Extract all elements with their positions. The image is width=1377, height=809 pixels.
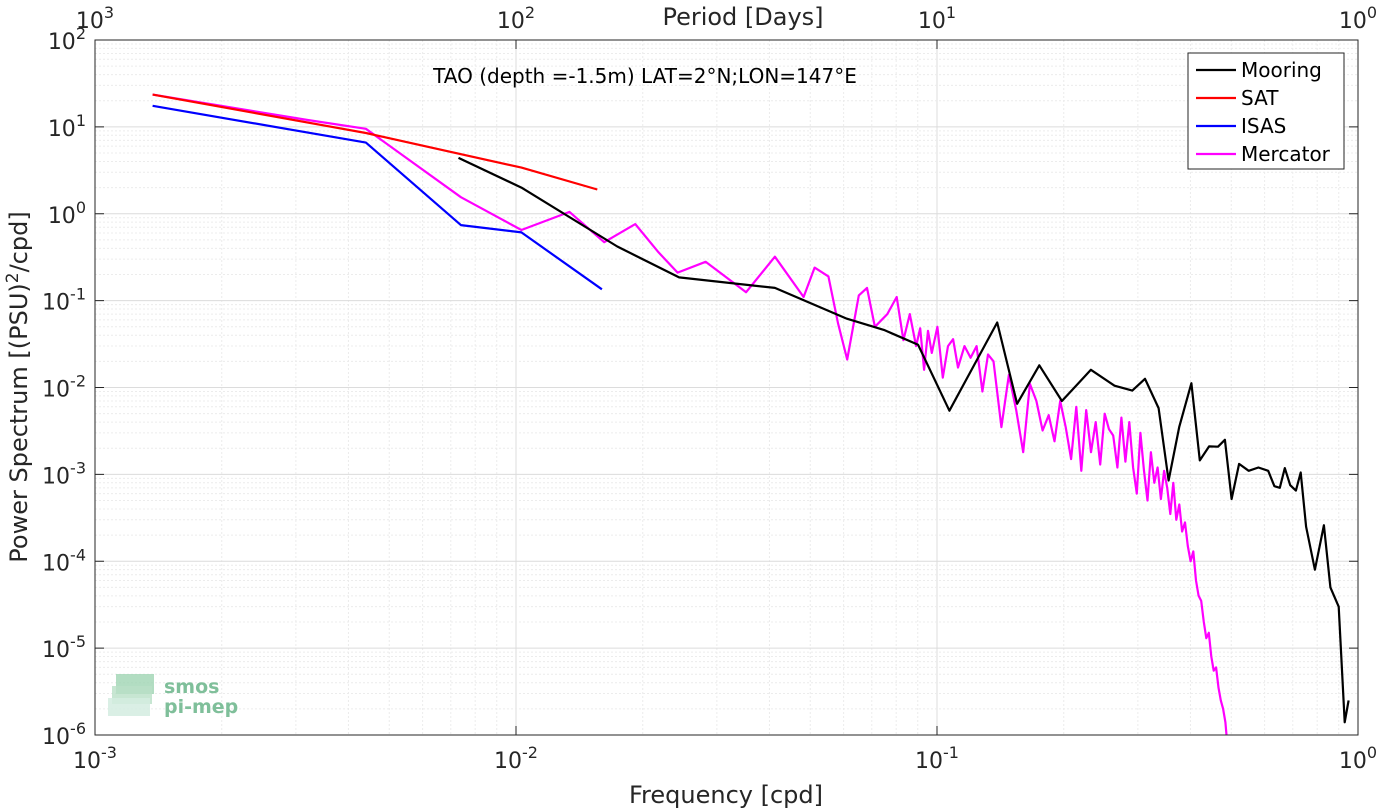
y-tick-label: 10-1 (42, 285, 86, 316)
y-tick-label: 10-5 (42, 632, 86, 663)
series-line-mercator (152, 93, 1228, 736)
legend-label-mooring: Mooring (1241, 58, 1322, 82)
logo-text-smos: smos (164, 676, 219, 698)
series-line-isas (152, 104, 603, 291)
top-tick-label: 102 (497, 3, 535, 34)
x-tick-label: 100 (1339, 743, 1377, 774)
y-tick-label: 100 (48, 198, 86, 229)
grid (94, 40, 1358, 736)
series-line-mooring (458, 156, 1350, 724)
series-line-sat (152, 93, 598, 191)
y-tick-label: 10-4 (42, 545, 86, 576)
x-tick-label: 10-2 (494, 743, 538, 774)
legend-label-sat: SAT (1241, 86, 1279, 110)
y-tick-label: 10-3 (42, 458, 86, 489)
top-tick-label: 100 (1339, 3, 1377, 34)
legend-box (1187, 52, 1345, 170)
smos-logo: smos pi-mep (108, 674, 238, 718)
top-tick-label: 103 (76, 3, 114, 34)
legend-label-mercator: Mercator (1241, 142, 1331, 166)
y-tick-label: 101 (48, 111, 86, 142)
legend: Mooring SAT ISAS Mercator (1187, 52, 1345, 170)
chart-title: TAO (depth =-1.5m) LAT=2°N;LON=147°E (432, 64, 857, 88)
top-axis-label: Period [Days] (662, 3, 823, 31)
x-tick-label: 10-3 (73, 743, 117, 774)
logo-text-pimep: pi-mep (164, 696, 238, 718)
y-axis-label: Power Spectrum [(PSU)2/cpd] (3, 211, 33, 562)
legend-label-isas: ISAS (1241, 114, 1286, 138)
y-tick-label: 10-2 (42, 372, 86, 403)
y-tick-label: 10-6 (42, 719, 86, 750)
y-tick-label: 102 (48, 24, 86, 55)
series-group (152, 93, 1350, 736)
top-tick-label: 101 (918, 3, 956, 34)
x-axis-label: Frequency [cpd] (629, 781, 823, 809)
x-tick-label: 10-1 (915, 743, 959, 774)
